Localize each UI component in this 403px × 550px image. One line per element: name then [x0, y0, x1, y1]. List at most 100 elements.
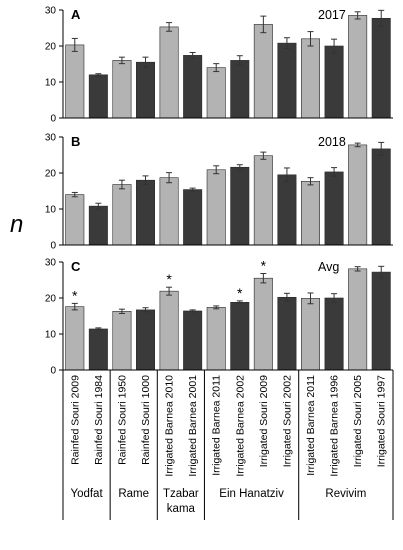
bar-C-6: [183, 310, 203, 371]
bar-C-13: [348, 268, 368, 371]
bar-A-9: [253, 24, 273, 119]
bar-A-13: [348, 15, 368, 119]
error-bar-A-13: [354, 11, 361, 20]
bar-B-10: [277, 174, 297, 246]
group-label-1: Yodfat: [70, 488, 103, 500]
bar-C-11: [301, 298, 320, 371]
error-bar-B-9: [260, 151, 267, 160]
error-bar-B-13: [354, 142, 361, 148]
error-bar-B-7: [213, 165, 220, 175]
error-bar-C-10: [283, 292, 290, 302]
category-label-9: Irrigated Souri 2009: [258, 375, 270, 467]
category-label-3: Rainfed Souri 1950: [116, 375, 128, 465]
panel-title: 2018: [318, 135, 346, 149]
category-label-10: Irrigated Souri 2002: [281, 375, 293, 467]
category-label-4: Rainfed Souri 1000: [140, 375, 152, 465]
bar-B-2: [88, 205, 108, 246]
bar-C-7: [206, 307, 226, 371]
y-tick-label: 30: [45, 6, 57, 17]
category-label-6: Irrigated Barnea 2001: [187, 375, 199, 477]
error-bar-B-4: [142, 175, 149, 186]
y-tick-label: 0: [50, 241, 56, 252]
y-tick-label: 0: [50, 114, 56, 125]
bar-B-5: [159, 177, 179, 246]
error-bar-A-3: [118, 56, 125, 65]
category-label-14: Irrigated Souri 1997: [376, 375, 388, 467]
bar-C-12: [324, 297, 344, 371]
panel-letter: C: [71, 259, 81, 274]
category-label-7: Irrigated Barnea 2011: [211, 375, 223, 476]
significance-star-C-9: *: [261, 258, 267, 274]
category-label-12: Irrigated Barnea 1996: [329, 375, 341, 477]
bar-C-2: [88, 328, 108, 371]
bar-C-3: [112, 311, 132, 371]
error-bar-C-4: [142, 307, 149, 313]
bar-C-4: [136, 309, 155, 371]
error-bar-C-2: [95, 327, 102, 331]
error-bar-A-1: [71, 37, 78, 52]
bar-A-11: [301, 38, 320, 119]
error-bar-A-12: [331, 38, 338, 54]
bar-B-12: [324, 171, 344, 246]
panel-title: Avg: [318, 260, 339, 274]
bar-B-11: [301, 180, 320, 246]
bar-C-9: [253, 277, 273, 371]
category-label-2: Rainfed Souri 1984: [93, 375, 105, 465]
panel-letter: B: [71, 134, 80, 149]
category-label-8: Irrigated Barnea 2002: [234, 375, 246, 477]
error-bar-A-8: [236, 55, 243, 66]
category-label-11: Irrigated Barnea 2011: [305, 375, 317, 476]
bar-A-7: [206, 67, 226, 119]
bar-A-2: [88, 74, 108, 119]
bar-B-13: [348, 144, 368, 246]
error-bar-B-14: [378, 141, 385, 156]
y-tick-label: 10: [45, 78, 57, 89]
error-bar-C-9: [260, 273, 267, 284]
y-tick-label: 20: [45, 294, 57, 305]
bar-A-1: [65, 44, 85, 119]
y-tick-label: 20: [45, 169, 57, 180]
panel-title: 2017: [318, 8, 346, 22]
y-tick-label: 0: [50, 366, 56, 377]
bar-B-7: [206, 169, 226, 246]
category-label-1: Rainfed Souri 2009: [69, 375, 81, 465]
bar-B-8: [230, 166, 250, 246]
error-bar-A-9: [260, 15, 267, 34]
category-label-5: Irrigated Barnea 2010: [164, 375, 176, 477]
error-bar-C-12: [331, 293, 338, 303]
error-bar-A-14: [378, 9, 385, 27]
bar-A-6: [183, 55, 203, 119]
group-label-3: Tzabar kama: [163, 488, 199, 515]
error-bar-A-7: [213, 63, 220, 73]
bar-C-1: [65, 306, 85, 371]
bar-A-12: [324, 45, 344, 119]
error-bar-C-8: [236, 300, 243, 305]
y-tick-label: 30: [45, 133, 57, 144]
error-bar-A-5: [166, 22, 173, 32]
error-bar-A-2: [95, 73, 102, 77]
y-tick-label: 10: [45, 205, 57, 216]
bar-B-3: [112, 184, 132, 246]
category-label-13: Irrigated Souri 2005: [352, 375, 364, 467]
error-bar-B-10: [283, 167, 290, 183]
bar-B-6: [183, 189, 203, 246]
significance-star-C-8: *: [237, 285, 243, 301]
error-bar-C-11: [307, 292, 314, 305]
group-label-5: Revivim: [325, 488, 366, 500]
bar-B-9: [253, 155, 273, 246]
panel-C: * * * * 0 10 20 30 C Avg: [45, 258, 393, 377]
panel-A: 0 10 20 30 A 2017: [45, 6, 393, 125]
bar-A-3: [112, 60, 132, 119]
bar-C-5: [159, 290, 179, 371]
panel-letter: A: [71, 7, 81, 22]
error-bar-B-3: [118, 179, 125, 190]
error-bar-A-10: [283, 37, 290, 50]
error-bar-A-4: [142, 56, 149, 68]
error-bar-B-2: [95, 202, 102, 210]
bar-C-8: [230, 302, 250, 371]
error-bar-B-11: [307, 177, 314, 186]
chart-panels: 0 10 20 30 A 2017 0 10 20 30 B 2018 * * * * 0 10 20 30 C Avg: [45, 6, 393, 377]
bar-A-5: [159, 26, 179, 119]
x-axis-categories: Rainfed Souri 2009 Rainfed Souri 1984 Rain…: [62, 370, 394, 520]
panel-B: 0 10 20 30 B 2018: [45, 133, 393, 252]
